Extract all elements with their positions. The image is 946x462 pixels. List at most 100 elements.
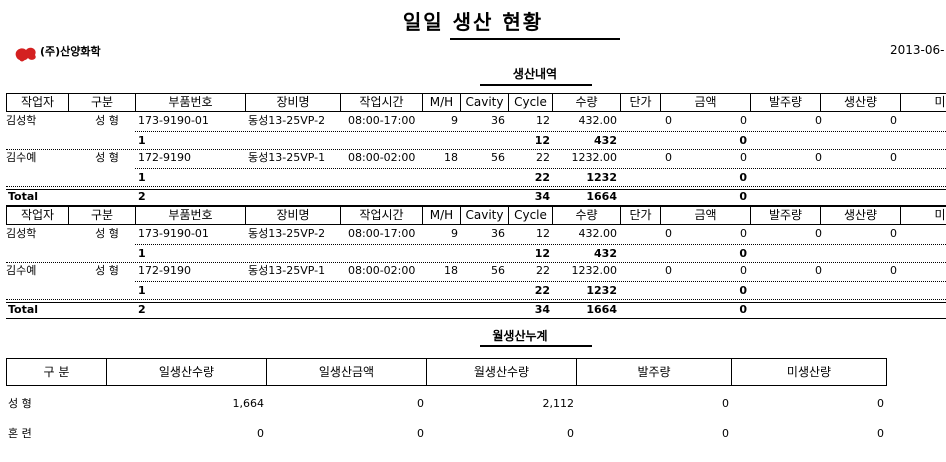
total-cell: 0	[739, 190, 747, 203]
subtotal-cell: 0	[739, 284, 747, 297]
total-cell: 2	[138, 303, 146, 316]
subtotal-cell: 432	[594, 247, 617, 260]
data-cell: 0	[740, 264, 747, 277]
data-cell: 08:00-17:00	[348, 114, 416, 127]
data-cell: 김성학	[6, 227, 37, 240]
data-cell: 08:00-02:00	[348, 264, 416, 277]
data-cell: 0	[665, 114, 672, 127]
column-header: 생산량	[820, 93, 901, 112]
column-header: M/H	[422, 93, 461, 112]
data-cell: 0	[665, 227, 672, 240]
data-cell: 동성13-25VP-1	[248, 264, 326, 277]
data-cell: 동성13-25VP-2	[248, 114, 326, 127]
column-header: M/H	[422, 206, 461, 225]
row-separator	[135, 244, 946, 245]
total-cell: Total	[8, 303, 39, 316]
column-header: 미생	[900, 93, 946, 112]
data-cell: 0	[877, 397, 884, 410]
total-rule	[6, 205, 946, 206]
data-cell: 0	[877, 427, 884, 440]
section-underline	[480, 345, 592, 347]
total-cell: Total	[8, 190, 39, 203]
column-header: 부품번호	[135, 206, 246, 225]
subtotal-cell: 0	[739, 171, 747, 184]
subtotal-cell: 12	[534, 247, 550, 260]
section-title: 생산내역	[512, 67, 558, 81]
subtotal-cell: 22	[534, 284, 550, 297]
column-header: 장비명	[245, 206, 341, 225]
column-header: 단가	[620, 206, 661, 225]
title-underline	[450, 38, 620, 40]
column-header: 작업자	[6, 206, 69, 225]
total-rule	[6, 318, 946, 319]
column-header: 일생산수량	[106, 358, 267, 386]
data-cell: 9	[451, 227, 458, 240]
data-cell: 0	[722, 427, 729, 440]
total-rule	[6, 302, 946, 303]
data-cell: 동성13-25VP-1	[248, 151, 326, 164]
column-header: 금액	[660, 93, 751, 112]
total-cell: 34	[534, 303, 550, 316]
subtotal-cell: 1	[138, 284, 146, 297]
data-cell: 173-9190-01	[138, 114, 209, 127]
column-header: 장비명	[245, 93, 341, 112]
data-cell: 동성13-25VP-2	[248, 227, 326, 240]
section-title: 월생산누계	[492, 329, 548, 343]
column-header: 미생산량	[731, 358, 887, 386]
subtotal-cell: 1	[138, 171, 146, 184]
data-cell: 56	[491, 151, 505, 164]
data-cell: 0	[815, 151, 822, 164]
data-cell: 0	[890, 227, 897, 240]
column-header: 작업시간	[340, 93, 423, 112]
data-cell: 김수예	[6, 264, 37, 277]
data-cell: 432.00	[578, 227, 618, 240]
report-date: 2013-06-	[890, 43, 945, 57]
data-cell: 성 형	[95, 151, 119, 164]
row-separator	[6, 186, 946, 187]
subtotal-cell: 0	[739, 134, 747, 147]
data-cell: 0	[740, 114, 747, 127]
subtotal-cell: 1	[138, 134, 146, 147]
data-cell: 0	[740, 227, 747, 240]
row-separator	[135, 168, 946, 169]
data-cell: 172-9190	[138, 151, 191, 164]
subtotal-cell: 432	[594, 134, 617, 147]
subtotal-cell: 12	[534, 134, 550, 147]
data-cell: 18	[444, 264, 458, 277]
row-separator	[135, 131, 946, 132]
data-cell: 0	[815, 114, 822, 127]
data-cell: 0	[740, 151, 747, 164]
column-header: Cycle	[508, 93, 553, 112]
total-cell: 0	[739, 303, 747, 316]
column-header: Cycle	[508, 206, 553, 225]
data-cell: 12	[536, 227, 550, 240]
data-cell: 08:00-17:00	[348, 227, 416, 240]
category-cell: 혼 련	[8, 427, 32, 440]
column-header: 발주량	[576, 358, 732, 386]
data-cell: 1232.00	[571, 151, 618, 164]
total-cell: 1664	[586, 303, 617, 316]
data-cell: 2,112	[542, 397, 575, 410]
data-cell: 1232.00	[571, 264, 618, 277]
data-cell: 0	[722, 397, 729, 410]
column-header: 구 분	[6, 358, 107, 386]
data-cell: 173-9190-01	[138, 227, 209, 240]
data-cell: 김성학	[6, 114, 37, 127]
row-separator	[6, 149, 946, 150]
company-name: (주)산양화학	[40, 45, 101, 58]
subtotal-cell: 1232	[586, 171, 617, 184]
data-cell: 56	[491, 264, 505, 277]
data-cell: 0	[890, 151, 897, 164]
subtotal-cell: 1	[138, 247, 146, 260]
data-cell: 36	[491, 227, 505, 240]
column-header: 구분	[68, 93, 136, 112]
data-cell: 0	[417, 397, 424, 410]
data-cell: 22	[536, 264, 550, 277]
total-cell: 1664	[586, 190, 617, 203]
data-cell: 0	[815, 264, 822, 277]
category-cell: 성 형	[8, 397, 32, 410]
subtotal-cell: 1232	[586, 284, 617, 297]
data-cell: 9	[451, 114, 458, 127]
section-underline	[480, 84, 592, 86]
